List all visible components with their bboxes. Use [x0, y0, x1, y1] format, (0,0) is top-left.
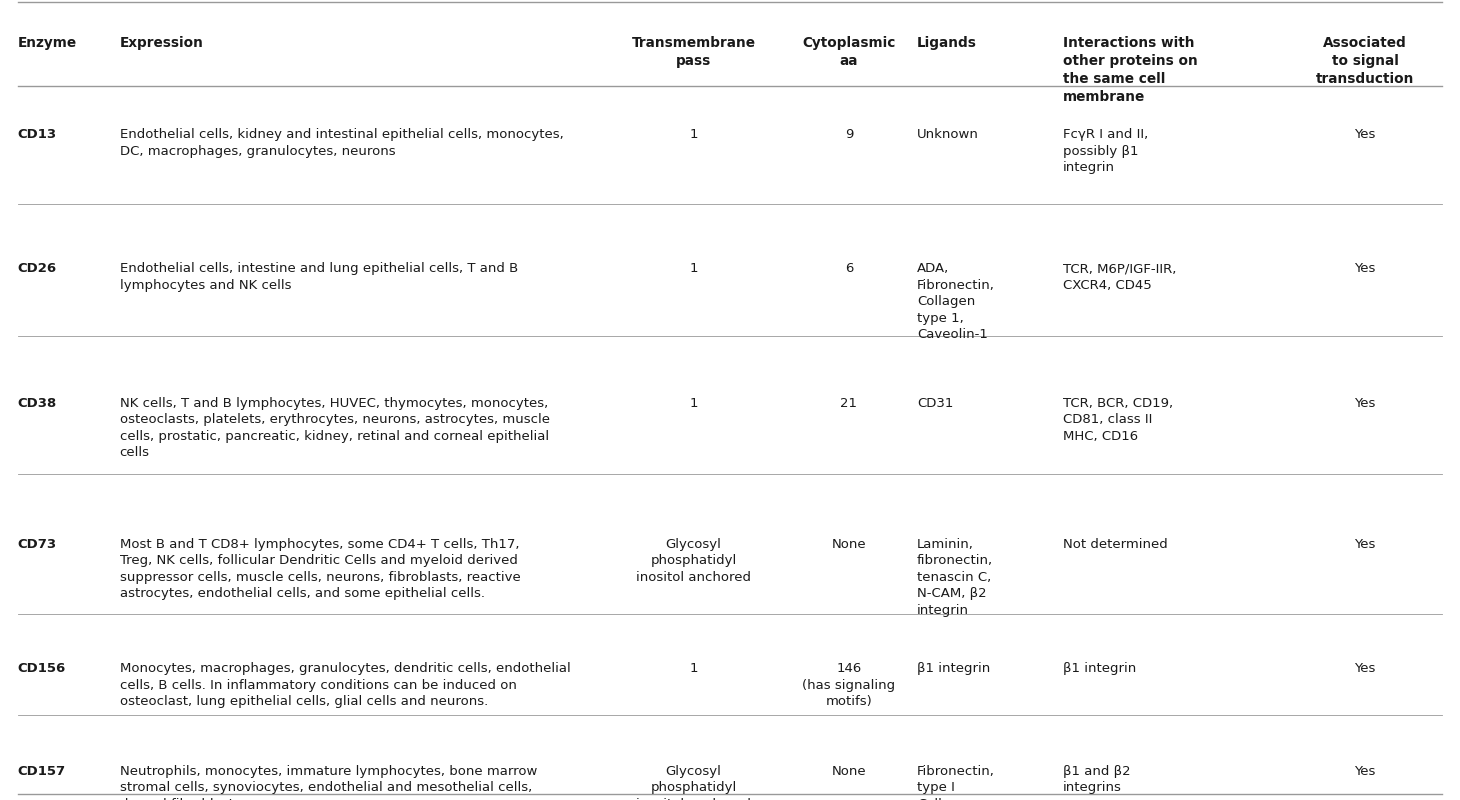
Text: CD38: CD38 [18, 397, 57, 410]
Text: Glycosyl
phosphatidyl
inositol anchored: Glycosyl phosphatidyl inositol anchored [637, 765, 750, 800]
Text: Enzyme: Enzyme [18, 36, 76, 50]
Text: 1: 1 [689, 128, 698, 141]
Text: Unknown: Unknown [917, 128, 978, 141]
Text: Ligands: Ligands [917, 36, 977, 50]
Text: Yes: Yes [1355, 765, 1375, 778]
Text: ADA,
Fibronectin,
Collagen
type 1,
Caveolin-1: ADA, Fibronectin, Collagen type 1, Caveo… [917, 262, 994, 342]
Text: Yes: Yes [1355, 262, 1375, 275]
Text: Laminin,
fibronectin,
tenascin C,
N-CAM, β2
integrin: Laminin, fibronectin, tenascin C, N-CAM,… [917, 538, 993, 617]
Text: Yes: Yes [1355, 538, 1375, 550]
Text: Monocytes, macrophages, granulocytes, dendritic cells, endothelial
cells, B cell: Monocytes, macrophages, granulocytes, de… [120, 662, 571, 709]
Text: 146
(has signaling
motifs): 146 (has signaling motifs) [803, 662, 895, 709]
Text: Yes: Yes [1355, 662, 1375, 675]
Text: TCR, BCR, CD19,
CD81, class II
MHC, CD16: TCR, BCR, CD19, CD81, class II MHC, CD16 [1063, 397, 1172, 443]
Text: Neutrophils, monocytes, immature lymphocytes, bone marrow
stromal cells, synovio: Neutrophils, monocytes, immature lymphoc… [120, 765, 537, 800]
Text: CD73: CD73 [18, 538, 57, 550]
Text: Expression: Expression [120, 36, 203, 50]
Text: None: None [832, 765, 866, 778]
Text: Cytoplasmic
aa: Cytoplasmic aa [803, 36, 895, 68]
Text: 1: 1 [689, 662, 698, 675]
Text: β1 and β2
integrins: β1 and β2 integrins [1063, 765, 1130, 794]
Text: CD156: CD156 [18, 662, 66, 675]
Text: Fibronectin,
type I
Collagen,
laminin, CD31: Fibronectin, type I Collagen, laminin, C… [917, 765, 1010, 800]
Text: Interactions with
other proteins on
the same cell
membrane: Interactions with other proteins on the … [1063, 36, 1197, 103]
Text: 1: 1 [689, 397, 698, 410]
Text: β1 integrin: β1 integrin [1063, 662, 1136, 675]
Text: 6: 6 [845, 262, 853, 275]
Text: None: None [832, 538, 866, 550]
Text: Associated
to signal
transduction: Associated to signal transduction [1315, 36, 1415, 86]
Text: Endothelial cells, kidney and intestinal epithelial cells, monocytes,
DC, macrop: Endothelial cells, kidney and intestinal… [120, 128, 564, 158]
Text: Transmembrane
pass: Transmembrane pass [632, 36, 755, 68]
Text: 9: 9 [845, 128, 853, 141]
Text: CD26: CD26 [18, 262, 57, 275]
Text: CD13: CD13 [18, 128, 57, 141]
Text: Endothelial cells, intestine and lung epithelial cells, T and B
lymphocytes and : Endothelial cells, intestine and lung ep… [120, 262, 518, 292]
Text: Glycosyl
phosphatidyl
inositol anchored: Glycosyl phosphatidyl inositol anchored [637, 538, 750, 583]
Text: Yes: Yes [1355, 128, 1375, 141]
Text: Yes: Yes [1355, 397, 1375, 410]
Text: 21: 21 [841, 397, 857, 410]
Text: CD31: CD31 [917, 397, 953, 410]
Text: Not determined: Not determined [1063, 538, 1168, 550]
Text: 1: 1 [689, 262, 698, 275]
Text: β1 integrin: β1 integrin [917, 662, 990, 675]
Text: TCR, M6P/IGF-IIR,
CXCR4, CD45: TCR, M6P/IGF-IIR, CXCR4, CD45 [1063, 262, 1177, 292]
Text: Most B and T CD8+ lymphocytes, some CD4+ T cells, Th17,
Treg, NK cells, follicul: Most B and T CD8+ lymphocytes, some CD4+… [120, 538, 520, 600]
Text: NK cells, T and B lymphocytes, HUVEC, thymocytes, monocytes,
osteoclasts, platel: NK cells, T and B lymphocytes, HUVEC, th… [120, 397, 550, 459]
Text: CD157: CD157 [18, 765, 66, 778]
Text: FcγR I and II,
possibly β1
integrin: FcγR I and II, possibly β1 integrin [1063, 128, 1148, 174]
